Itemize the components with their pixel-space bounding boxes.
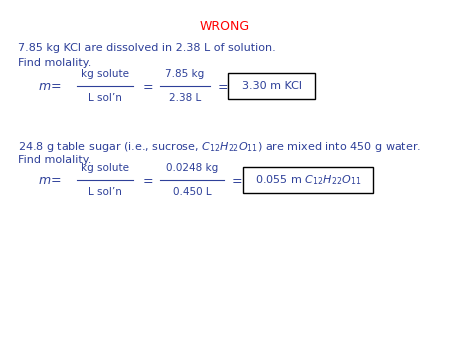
Text: 24.8 g table sugar (i.e., sucrose, $C_{12}H_{22}O_{11}$) are mixed into 450 g wa: 24.8 g table sugar (i.e., sucrose, $C_{1… — [18, 140, 421, 154]
Text: 7.85 kg: 7.85 kg — [166, 69, 205, 79]
Text: WRONG: WRONG — [200, 20, 250, 33]
Text: $=$: $=$ — [140, 173, 154, 187]
Text: kg solute: kg solute — [81, 69, 129, 79]
Text: $=$: $=$ — [215, 79, 229, 93]
Text: $m\!=\!$: $m\!=\!$ — [38, 79, 62, 93]
Bar — [243, 167, 373, 193]
Text: 3.30 m KCl: 3.30 m KCl — [242, 81, 302, 91]
Text: $=$: $=$ — [229, 173, 243, 187]
Text: Find molality.: Find molality. — [18, 155, 91, 165]
Text: 0.0248 kg: 0.0248 kg — [166, 163, 218, 173]
Text: L sol’n: L sol’n — [88, 187, 122, 197]
Text: Find molality.: Find molality. — [18, 58, 91, 68]
Text: kg solute: kg solute — [81, 163, 129, 173]
Text: 0.450 L: 0.450 L — [173, 187, 212, 197]
Text: 7.85 kg KCl are dissolved in 2.38 L of solution.: 7.85 kg KCl are dissolved in 2.38 L of s… — [18, 43, 276, 53]
Text: $=$: $=$ — [140, 79, 154, 93]
Bar — [228, 73, 315, 99]
Text: 2.38 L: 2.38 L — [169, 93, 201, 103]
Text: $0.055$ m $C_{12}H_{22}O_{11}$: $0.055$ m $C_{12}H_{22}O_{11}$ — [255, 173, 361, 187]
Text: $m\!=\!$: $m\!=\!$ — [38, 173, 62, 187]
Text: L sol’n: L sol’n — [88, 93, 122, 103]
